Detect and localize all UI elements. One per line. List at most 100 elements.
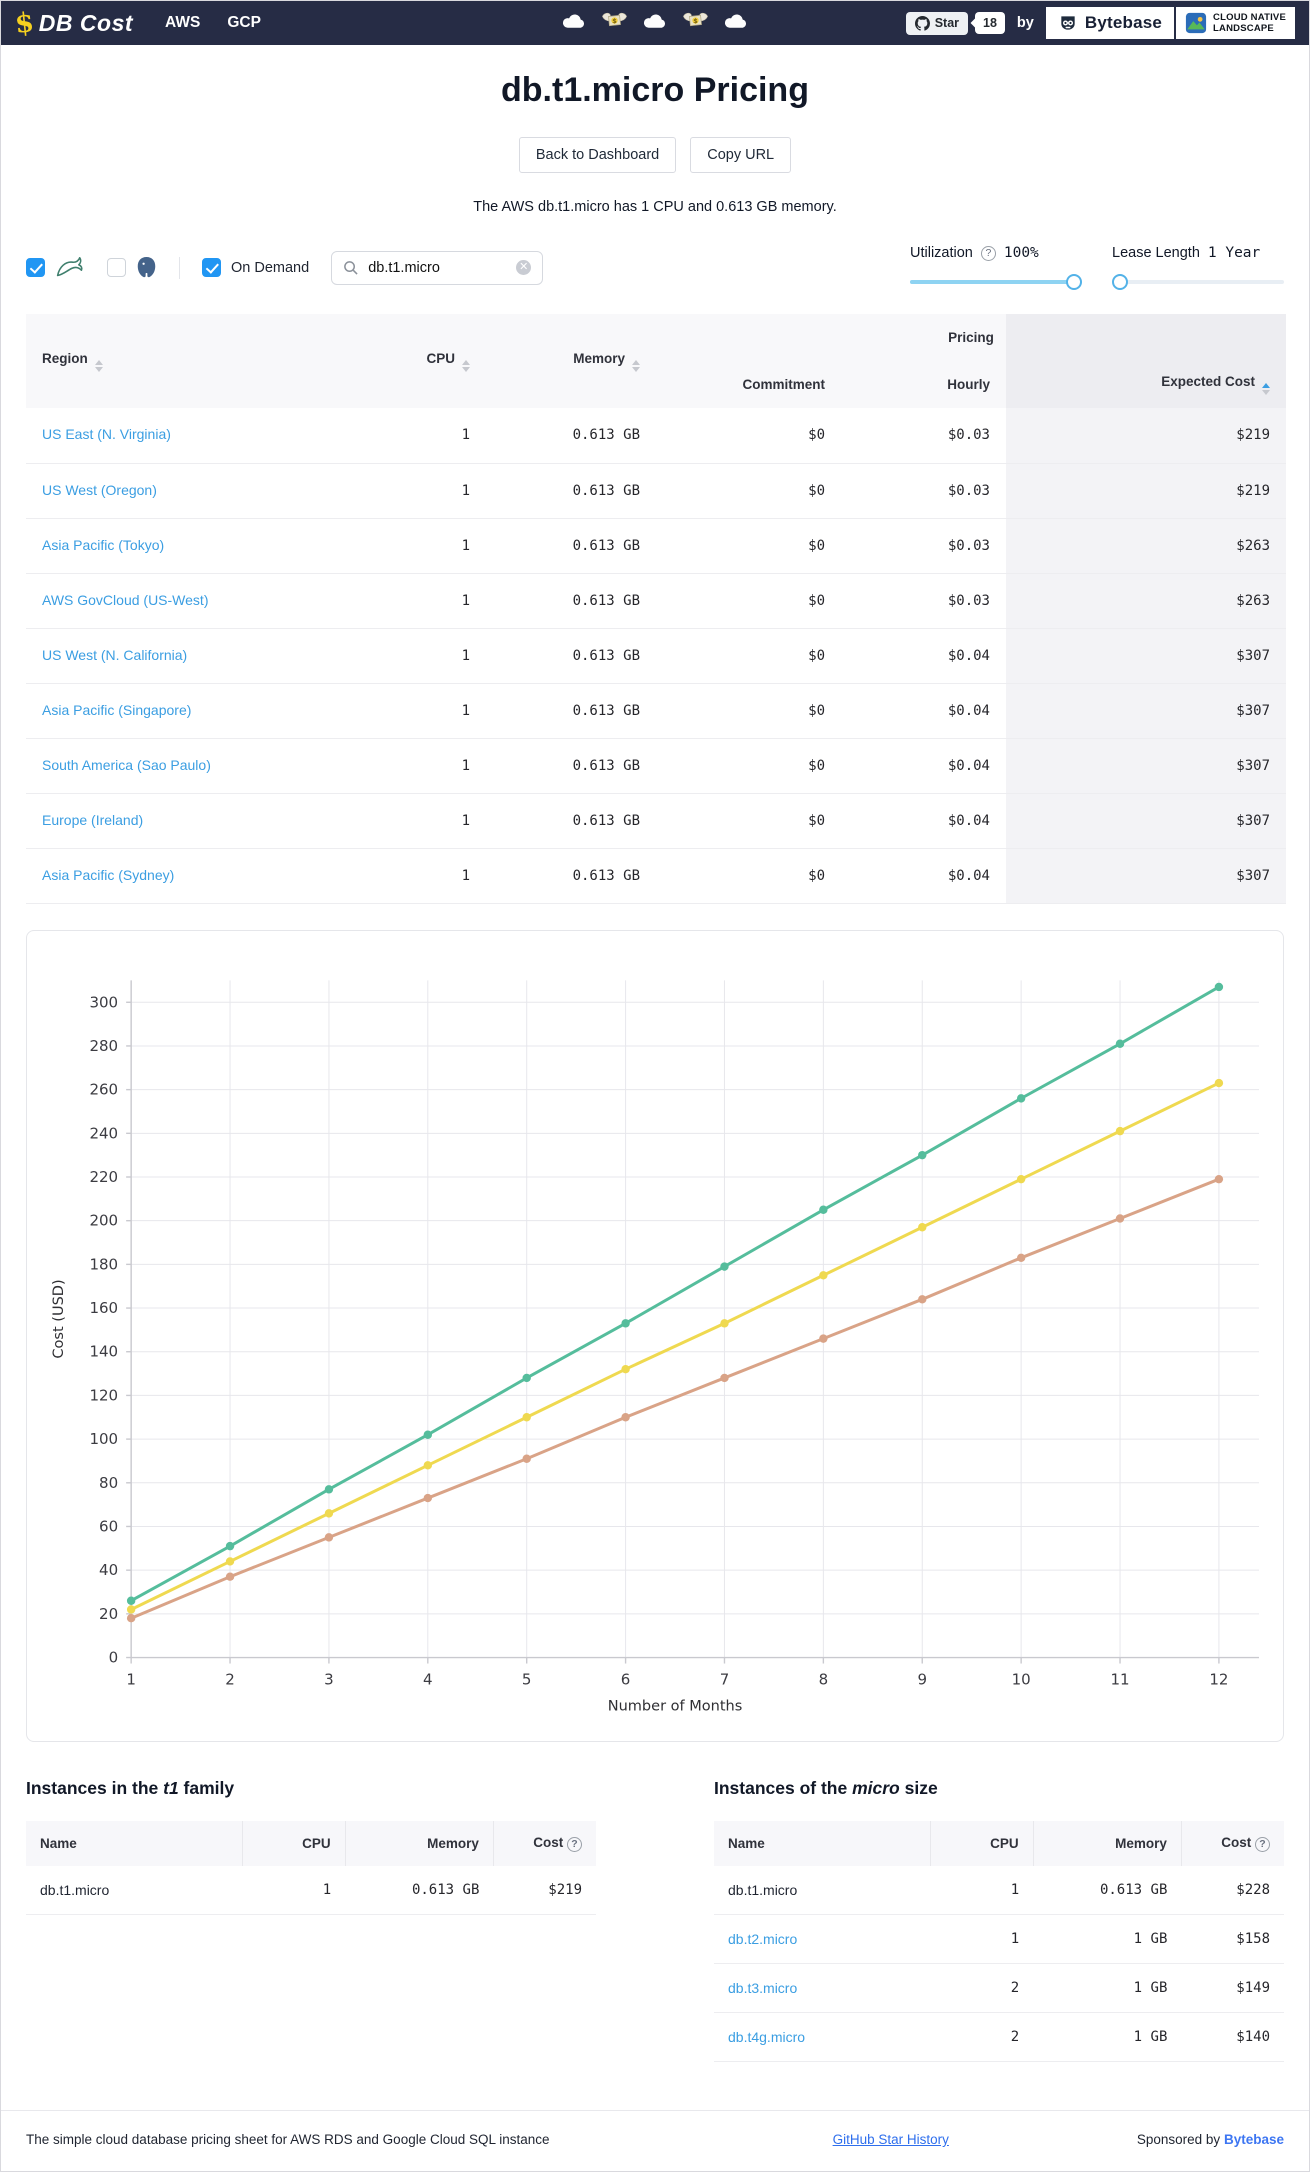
cost-help-icon[interactable]: ? (567, 1836, 582, 1852)
chart-point-yellow (522, 1412, 531, 1421)
svg-text:220: 220 (89, 1168, 118, 1186)
utilization-help-icon[interactable]: ? (980, 245, 996, 261)
dollar-icon: $ (13, 6, 36, 40)
svg-text:4: 4 (423, 1670, 433, 1688)
region-link[interactable]: US West (Oregon) (42, 481, 157, 498)
sponsored-by: Sponsored by Bytebase (1136, 2132, 1284, 2147)
lease-length-slider[interactable] (1112, 274, 1284, 290)
region-link[interactable]: South America (Sao Paulo) (42, 756, 211, 773)
clear-search-icon[interactable]: ✕ (516, 260, 532, 275)
utilization-slider[interactable] (910, 274, 1082, 290)
column-header-expected-cost[interactable]: Expected Cost (1006, 361, 1286, 408)
star-count[interactable]: 18 (975, 12, 1005, 34)
pricing-table-row: Europe (Ireland) 1 0.613 GB $0 $0.04 $307 (26, 793, 1286, 849)
svg-text:180: 180 (89, 1255, 118, 1273)
column-header-hourly[interactable]: Hourly (841, 361, 1006, 408)
github-star-history-link[interactable]: GitHub Star History (832, 2132, 949, 2147)
instance-link[interactable]: db.t4g.micro (728, 2028, 806, 2045)
filter-divider (179, 256, 180, 279)
on-demand-label: On Demand (231, 259, 310, 276)
instance-link[interactable]: db.t2.micro (728, 1930, 798, 1947)
money-with-wings-icon: $ (602, 11, 628, 36)
column-group-pricing: Pricing (656, 314, 1286, 361)
instance-link[interactable]: db.t3.micro (728, 1979, 798, 1996)
commitment-cell: $0 (656, 463, 841, 519)
name-cell: db.t1.micro (714, 1865, 931, 1915)
back-to-dashboard-button[interactable]: Back to Dashboard (518, 137, 677, 173)
github-star-button[interactable]: Star 18 (905, 11, 1005, 35)
column-header-memory[interactable]: Memory (486, 314, 656, 408)
svg-text:6: 6 (621, 1670, 631, 1688)
chart-point-green (621, 1318, 630, 1328)
region-link[interactable]: Asia Pacific (Sydney) (42, 866, 175, 883)
cloud-icon (561, 12, 588, 34)
svg-text:11: 11 (1110, 1670, 1129, 1688)
pricing-table-row: AWS GovCloud (US-West) 1 0.613 GB $0 $0.03 $2… (26, 573, 1286, 629)
chart-point-yellow (1214, 1078, 1224, 1087)
column-header-region[interactable]: Region (26, 314, 381, 408)
nav-link-gcp[interactable]: GCP (227, 14, 261, 31)
money-with-wings-icon: $ (683, 11, 709, 36)
chart-line-tan (130, 1177, 1220, 1620)
svg-text:9: 9 (917, 1670, 927, 1688)
hourly-cell: $0.03 (841, 408, 1006, 464)
postgres-checkbox[interactable] (107, 258, 126, 277)
name-cell: db.t3.micro (714, 1963, 931, 2013)
column-header-cpu[interactable]: CPU (381, 314, 486, 408)
cpu-cell: 1 (381, 683, 486, 739)
header-buttons: Back to Dashboard Copy URL (1, 137, 1309, 173)
chart-point-tan (918, 1294, 927, 1304)
family-header-cpu: CPU (242, 1820, 346, 1866)
cost-cell: $228 (1181, 1865, 1284, 1915)
region-link[interactable]: US East (N. Virginia) (42, 426, 171, 443)
chart-point-yellow (819, 1270, 828, 1279)
svg-text:$: $ (612, 16, 617, 24)
region-link[interactable]: US West (N. California) (42, 646, 188, 663)
chart-point-green (1115, 1039, 1125, 1048)
nav-link-aws[interactable]: AWS (165, 14, 201, 31)
db-cost-logo[interactable]: $ DB Cost (13, 6, 133, 40)
mysql-checkbox[interactable] (26, 258, 45, 277)
utilization-label: Utilization (910, 245, 973, 261)
svg-text:12: 12 (1209, 1670, 1228, 1688)
expected-cost-cell: $263 (1006, 573, 1286, 629)
sort-icon (632, 359, 640, 372)
region-link[interactable]: Asia Pacific (Singapore) (42, 701, 192, 718)
region-cell: US West (N. California) (26, 628, 381, 684)
bytebase-logo[interactable]: Bytebase (1045, 7, 1175, 39)
nav-decor-icons: $ $ (561, 11, 750, 36)
commitment-cell: $0 (656, 573, 841, 629)
chart-point-tan (621, 1412, 630, 1421)
search-icon (343, 260, 358, 275)
memory-cell: 0.613 GB (486, 463, 656, 519)
copy-url-button[interactable]: Copy URL (690, 137, 792, 173)
chart-point-green (522, 1373, 531, 1382)
footer-wrap: The simple cloud database pricing sheet … (1, 2072, 1309, 2171)
cost-help-icon[interactable]: ? (1255, 1836, 1270, 1852)
commitment-cell: $0 (656, 683, 841, 739)
chart-point-green (423, 1430, 433, 1439)
on-demand-checkbox[interactable] (202, 258, 221, 277)
chart-point-tan (819, 1333, 828, 1343)
github-icon (914, 15, 930, 31)
region-link[interactable]: Europe (Ireland) (42, 811, 144, 828)
svg-text:200: 200 (89, 1211, 118, 1229)
pricing-table-row: Asia Pacific (Tokyo) 1 0.613 GB $0 $0.03 $263 (26, 518, 1286, 574)
memory-cell: 0.613 GB (486, 738, 656, 794)
chart-line-green (130, 985, 1220, 1602)
column-header-commitment[interactable]: Commitment (656, 361, 841, 408)
chart-point-green (819, 1205, 828, 1214)
family-header-memory: Memory (344, 1820, 494, 1866)
chart-point-tan (126, 1613, 136, 1622)
region-link[interactable]: Asia Pacific (Tokyo) (42, 536, 165, 553)
instance-row: db.t1.micro 1 0.613 GB $219 (26, 1865, 596, 1915)
cloud-icon (642, 12, 669, 34)
memory-cell: 0.613 GB (345, 1865, 494, 1915)
size-header-name: Name (714, 1820, 931, 1866)
utilization-slider-thumb[interactable] (1066, 274, 1082, 290)
sponsor-bytebase-link[interactable]: Bytebase (1223, 2132, 1284, 2147)
cloud-native-landscape-logo[interactable]: CLOUD NATIVE LANDSCAPE (1176, 7, 1295, 39)
search-input[interactable] (366, 258, 509, 277)
region-link[interactable]: AWS GovCloud (US-West) (42, 591, 209, 608)
lease-length-slider-thumb[interactable] (1112, 274, 1128, 290)
